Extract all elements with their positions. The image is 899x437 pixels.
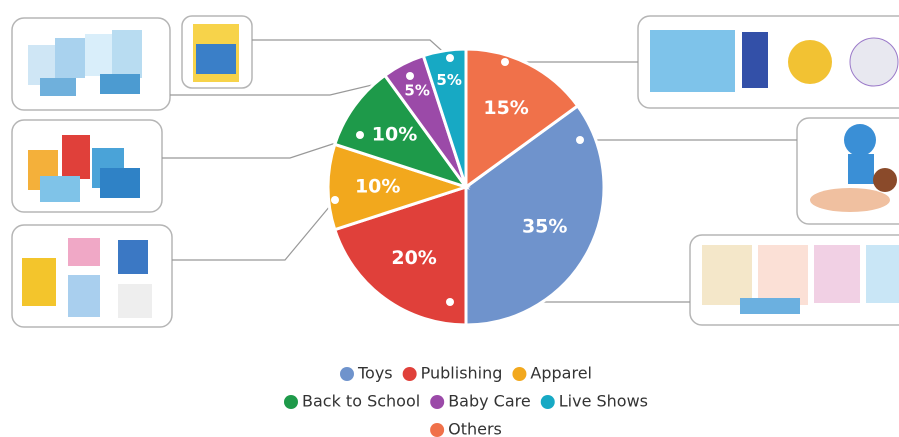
- pie-slice: [464, 47, 580, 190]
- legend-swatch: [339, 367, 354, 381]
- pie: [326, 47, 606, 327]
- legend-label: Publishing: [421, 364, 503, 383]
- data-label: 15%: [483, 97, 528, 119]
- legend-label: Baby Care: [448, 392, 531, 411]
- legend-label: Toys: [357, 364, 393, 383]
- leader-dot: [501, 58, 509, 66]
- product-boxes: [11, 15, 899, 328]
- leader-dot: [406, 72, 414, 80]
- product-image: [28, 135, 140, 202]
- product-image: [196, 44, 236, 74]
- leader-line: [172, 199, 336, 261]
- legend-label: Others: [448, 420, 502, 437]
- pie-slice: [332, 184, 468, 327]
- leader-dot: [446, 54, 454, 62]
- leader-dot: [356, 131, 364, 139]
- data-label: 10%: [355, 176, 400, 198]
- leader-dot: [576, 136, 584, 144]
- pie-slice: [326, 142, 471, 232]
- legend: Toys Publishing Apparel Back to School Baby …: [283, 364, 648, 437]
- pie-slice: [332, 73, 470, 190]
- product-image: [810, 124, 897, 212]
- legend-swatch: [430, 395, 445, 409]
- legend-swatch: [512, 367, 527, 381]
- data-label: 5%: [404, 82, 429, 100]
- product-image: [702, 245, 899, 314]
- legend-label: Back to School: [302, 392, 420, 411]
- legend-swatch: [402, 367, 417, 381]
- data-label: 35%: [522, 216, 567, 238]
- legend-swatch: [430, 423, 445, 437]
- data-label: 20%: [391, 247, 436, 269]
- product-image: [650, 30, 899, 92]
- legend-label: Live Shows: [559, 392, 648, 411]
- product-image: [22, 238, 152, 318]
- legend-label: Apparel: [530, 364, 592, 383]
- product-image: [28, 30, 142, 96]
- legend-swatch: [283, 395, 298, 409]
- legend-swatch: [540, 395, 555, 409]
- data-label: 10%: [372, 124, 417, 146]
- leader-dot: [331, 196, 339, 204]
- data-label: 5%: [436, 71, 461, 89]
- leader-dot: [446, 298, 454, 306]
- pie-slice: [464, 103, 606, 327]
